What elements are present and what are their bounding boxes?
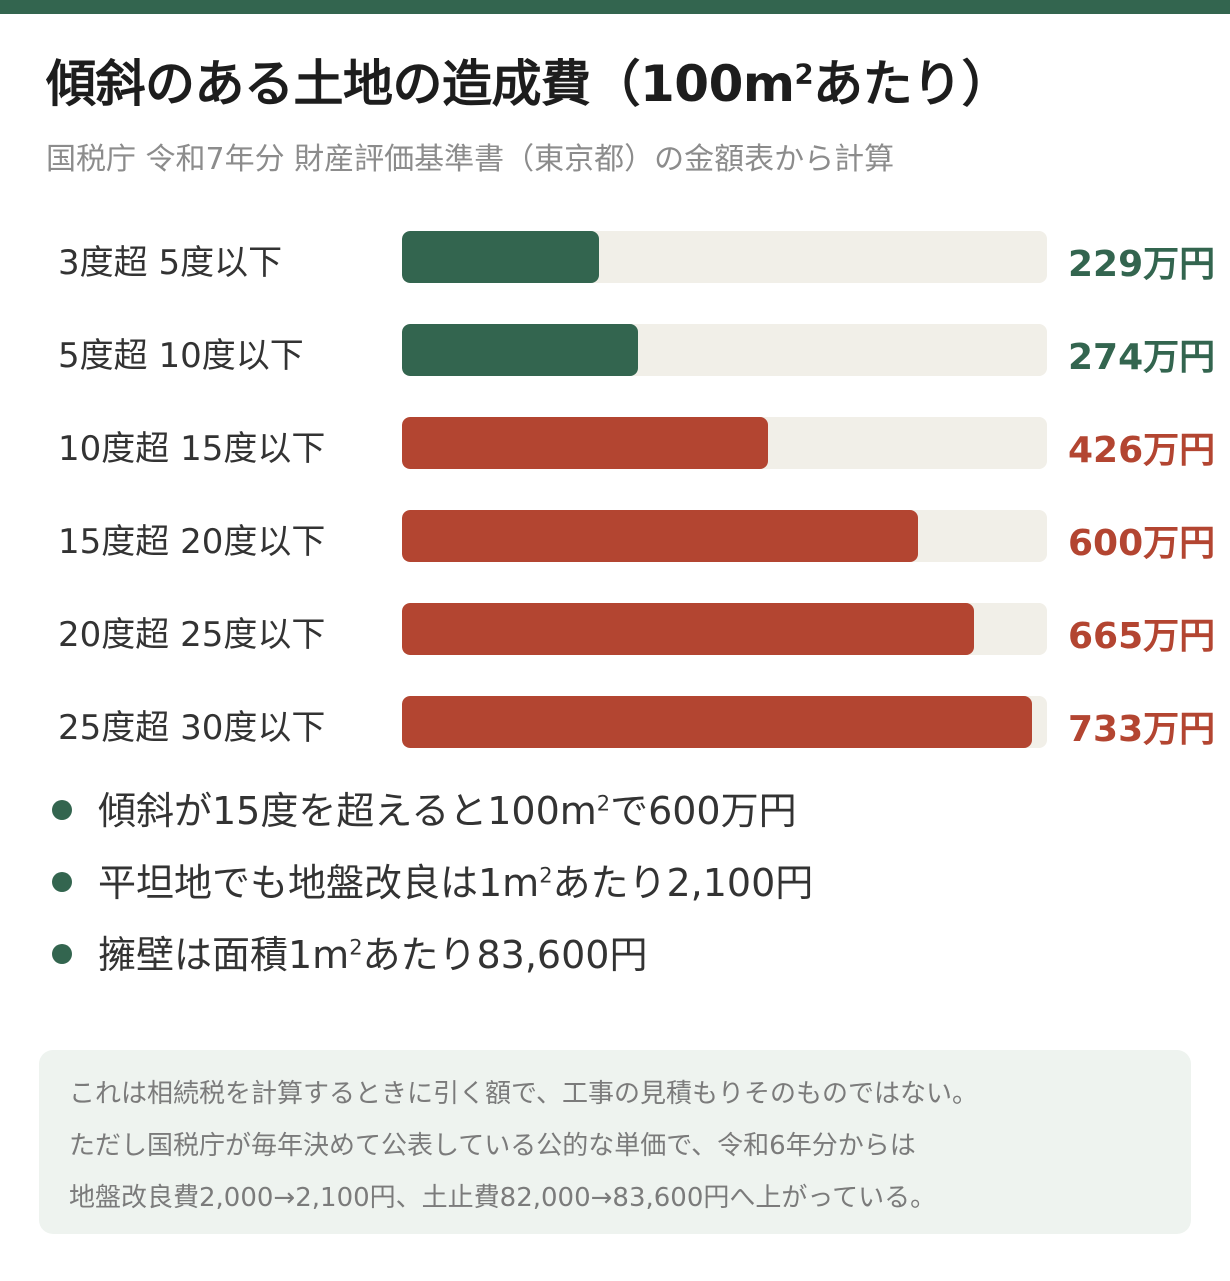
bullet-dot-icon (52, 800, 72, 820)
category-label: 10度超 15度以下 (58, 429, 326, 469)
value-label: 665万円 (1068, 616, 1216, 657)
chart-subtitle: 国税庁 令和7年分 財産評価基準書（東京都）の金額表から計算 (46, 142, 895, 177)
value-label: 733万円 (1068, 709, 1216, 750)
bar (402, 696, 1032, 748)
note-line: これは相続税を計算するときに引く額で、工事の見積もりそのものではない。 (69, 1079, 978, 1109)
category-label: 5度超 10度以下 (58, 336, 304, 376)
note-line: ただし国税庁が毎年決めて公表している公的な単価で、令和6年分からは (69, 1131, 916, 1161)
bar (402, 231, 599, 283)
bar-track (402, 231, 1047, 283)
value-label: 274万円 (1068, 337, 1216, 378)
bar (402, 417, 768, 469)
bar (402, 603, 974, 655)
bar-track (402, 324, 1047, 376)
bar-track (402, 510, 1047, 562)
category-label: 3度超 5度以下 (58, 243, 283, 283)
category-label: 20度超 25度以下 (58, 615, 326, 655)
bullet-text: 平坦地でも地盤改良は1m2あたり2,100円 (98, 861, 814, 905)
note-box: これは相続税を計算するときに引く額で、工事の見積もりそのものではない。 ただし国… (39, 1050, 1191, 1234)
bar-track (402, 696, 1047, 748)
bar-row: 15度超 20度以下 600万円 (0, 510, 1230, 564)
bar-row: 20度超 25度以下 665万円 (0, 603, 1230, 657)
bullet-dot-icon (52, 872, 72, 892)
bar-row: 10度超 15度以下 426万円 (0, 417, 1230, 471)
top-accent-bar (0, 0, 1230, 14)
note-line: 地盤改良費2,000→2,100円、土止費82,000→83,600円へ上がって… (69, 1183, 937, 1213)
bar-track (402, 603, 1047, 655)
value-label: 600万円 (1068, 523, 1216, 564)
category-label: 15度超 20度以下 (58, 522, 326, 562)
bullet-text: 擁壁は面積1m2あたり83,600円 (98, 933, 648, 977)
value-label: 229万円 (1068, 244, 1216, 285)
bar-row: 25度超 30度以下 733万円 (0, 696, 1230, 750)
bullet-text: 傾斜が15度を超えると100m2で600万円 (98, 789, 797, 833)
bar-row: 3度超 5度以下 229万円 (0, 231, 1230, 285)
chart-title: 傾斜のある土地の造成費（100m2あたり） (46, 55, 1012, 113)
bar-track (402, 417, 1047, 469)
category-label: 25度超 30度以下 (58, 708, 326, 748)
bar (402, 510, 918, 562)
bullet-dot-icon (52, 944, 72, 964)
value-label: 426万円 (1068, 430, 1216, 471)
bar (402, 324, 638, 376)
bar-row: 5度超 10度以下 274万円 (0, 324, 1230, 378)
